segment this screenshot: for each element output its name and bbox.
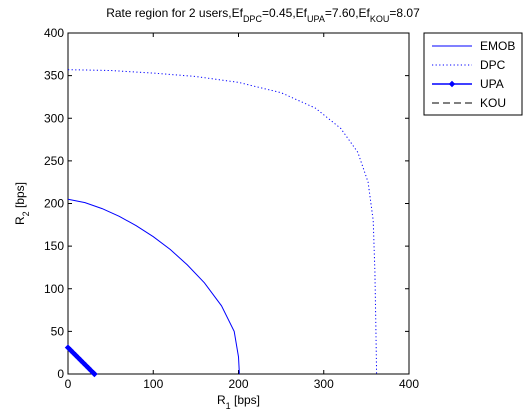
y-tick-label: 0 bbox=[57, 367, 64, 381]
legend-label-kou: KOU bbox=[480, 96, 506, 110]
chart-title-part: =7.60,Ef bbox=[325, 6, 371, 20]
x-tick-label: 400 bbox=[399, 377, 419, 391]
x-axis-label: R1 [bps] bbox=[217, 393, 260, 411]
chart-title-part: Rate region for 2 users,Ef bbox=[106, 6, 243, 20]
legend-label-emob: EMOB bbox=[480, 39, 515, 53]
legend-label-upa: UPA bbox=[480, 77, 504, 91]
x-tick-label: 300 bbox=[314, 377, 334, 391]
y-axis-label-base: R bbox=[13, 216, 27, 225]
plot-area-frame bbox=[67, 32, 410, 375]
series-line-emob bbox=[67, 198, 240, 375]
axes-group: 0 100 200 300 400 0 50 100 150 200 250 300 350 400 bbox=[44, 26, 419, 391]
x-tick-label: 100 bbox=[143, 377, 163, 391]
y-tick-label: 150 bbox=[44, 239, 64, 253]
x-axis-label-base: R bbox=[217, 393, 226, 407]
chart-title-part: DPC bbox=[243, 14, 263, 24]
y-tick-label: 350 bbox=[44, 69, 64, 83]
chart-title-part: =8.07 bbox=[389, 6, 420, 20]
chart-title-part: UPA bbox=[307, 14, 325, 24]
y-axis-label-unit: [bps] bbox=[13, 182, 27, 211]
y-tick-label: 100 bbox=[44, 282, 64, 296]
legend-box bbox=[423, 32, 523, 116]
legend-marker-upa bbox=[448, 80, 456, 88]
axis-labels-group: R1 [bps]R2 [bps] bbox=[13, 182, 260, 411]
legend-group: EMOB DPC UPA KOU bbox=[423, 32, 523, 116]
series-group bbox=[64, 69, 378, 378]
x-tick-label: 0 bbox=[65, 377, 72, 391]
x-axis-label-sub: 1 bbox=[226, 401, 231, 411]
y-tick-label: 50 bbox=[51, 324, 65, 338]
chart-title-part: KOU bbox=[370, 14, 390, 24]
y-tick-label: 250 bbox=[44, 154, 64, 168]
y-axis-label-sub: 2 bbox=[21, 211, 31, 216]
y-tick-label: 200 bbox=[44, 197, 64, 211]
y-tick-label: 400 bbox=[44, 26, 64, 40]
y-axis-label: R2 [bps] bbox=[13, 182, 31, 225]
legend-label-dpc: DPC bbox=[480, 58, 506, 72]
chart-title: Rate region for 2 users,EfDPC=0.45,EfUPA… bbox=[106, 6, 420, 24]
x-axis-label-unit: [bps] bbox=[231, 393, 260, 407]
x-tick-label: 200 bbox=[228, 377, 248, 391]
chart-title-group: Rate region for 2 users,EfDPC=0.45,EfUPA… bbox=[106, 6, 420, 24]
chart-title-part: =0.45,Ef bbox=[262, 6, 308, 20]
series-line-kou bbox=[67, 347, 95, 375]
y-tick-label: 300 bbox=[44, 111, 64, 125]
